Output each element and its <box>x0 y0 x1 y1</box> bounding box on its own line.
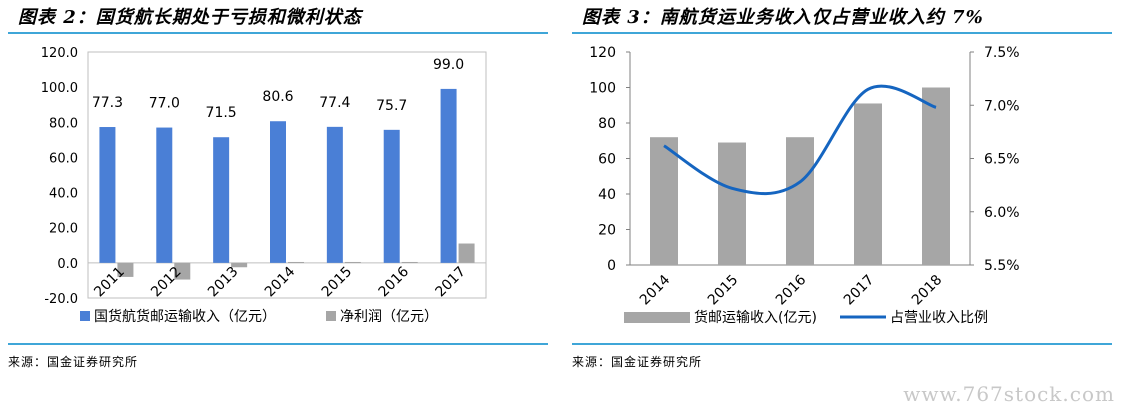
revenue-bar <box>213 137 230 263</box>
revenue-bar <box>270 121 286 263</box>
y-tick-label: 20.0 <box>49 222 78 237</box>
left-bar-chart: -20.0 0.0 20.0 40.0 60.0 80.0 100.0 120.0 77.3 20… <box>41 46 487 325</box>
right-y-tick-label: 7.5% <box>984 45 1020 61</box>
left-y-tick-label: 100 <box>589 81 616 97</box>
net-profit-bar <box>288 261 304 263</box>
legend-share-label: 占营业收入比例 <box>890 310 988 326</box>
x-tick-label: 2016 <box>773 272 810 309</box>
revenue-data-label: 77.0 <box>149 96 180 112</box>
revenue-data-label: 75.7 <box>376 98 407 114</box>
legend-revenue-label: 货邮运输收入(亿元) <box>694 309 817 326</box>
y-tick-label: 0.0 <box>57 257 78 272</box>
y-tick-label: 80.0 <box>49 116 78 131</box>
net-profit-bar <box>401 261 418 263</box>
x-tick-label: 2014 <box>262 264 299 301</box>
y-tick-label: 100.0 <box>41 81 78 96</box>
x-tick-label: 2017 <box>841 272 878 309</box>
left-chart-panel: 图表 2：国货航长期处于亏损和微利状态 -20.0 0.0 20.0 40.0 60.0… <box>8 0 548 375</box>
right-combo-chart: 0 20 40 60 80 100 120 5.5% 6.0% 6.5% 7.0% 7.5% 2014 2… <box>589 45 1020 326</box>
left-y-tick-label: 120 <box>589 45 616 61</box>
legend-revenue-label: 国货航货邮运输收入（亿元） <box>94 308 276 325</box>
left-source-note: 来源：国金证券研究所 <box>8 355 139 369</box>
left-top-rule <box>8 32 548 34</box>
right-top-rule <box>572 32 1112 34</box>
revenue-data-label: 99.0 <box>433 57 464 73</box>
revenue-bar <box>922 87 950 265</box>
revenue-share-line <box>663 84 937 196</box>
revenue-data-label: 80.6 <box>262 89 293 105</box>
revenue-bar <box>718 142 746 265</box>
revenue-bar <box>383 129 400 263</box>
legend-net-profit-swatch <box>326 311 336 321</box>
right-chart-panel: 图表 3：南航货运业务收入仅占营业收入约 7% 0 20 40 60 80 100 120 5… <box>572 0 1112 375</box>
net-profit-bar <box>231 262 248 268</box>
left-bottom-rule <box>8 343 548 345</box>
x-tick-label: 2015 <box>705 272 742 309</box>
revenue-bar <box>326 126 343 263</box>
right-chart-title: 图表 3：南航货运业务收入仅占营业收入约 7% <box>582 7 984 28</box>
plot-frame <box>87 51 487 299</box>
revenue-bar <box>854 103 882 265</box>
left-chart-title: 图表 2：国货航长期处于亏损和微利状态 <box>18 7 362 28</box>
x-tick-label: 2015 <box>319 264 356 301</box>
legend-revenue-swatch <box>624 312 690 323</box>
left-y-tick-label: 0 <box>607 258 616 274</box>
revenue-bar <box>99 127 116 263</box>
x-tick-label: 2013 <box>205 264 242 301</box>
y-tick-label: 40.0 <box>49 187 78 202</box>
revenue-bar <box>156 127 173 263</box>
revenue-bar <box>786 137 814 265</box>
y-tick-label: 60.0 <box>49 151 78 166</box>
revenue-data-label: 77.3 <box>92 95 123 111</box>
legend-revenue-swatch <box>80 311 90 321</box>
left-y-tick-label: 80 <box>598 116 616 132</box>
right-y-tick-label: 5.5% <box>984 258 1020 274</box>
right-y-tick-label: 6.0% <box>984 205 1020 221</box>
right-y-tick-label: 6.5% <box>984 152 1020 168</box>
net-profit-bar <box>117 262 134 277</box>
x-tick-label: 2018 <box>909 272 946 309</box>
y-tick-label: 120.0 <box>41 46 78 61</box>
revenue-bar <box>440 88 457 263</box>
x-tick-label: 2017 <box>432 264 469 301</box>
x-tick-label: 2016 <box>376 264 413 301</box>
right-source-note: 来源：国金证券研究所 <box>572 355 703 369</box>
net-profit-bar <box>458 243 475 263</box>
left-y-tick-label: 20 <box>598 223 616 239</box>
revenue-data-label: 77.4 <box>319 95 350 111</box>
x-tick-label: 2014 <box>637 272 674 309</box>
net-profit-bar <box>344 261 361 263</box>
left-y-tick-label: 60 <box>598 152 616 168</box>
revenue-bar <box>650 137 678 265</box>
watermark: www.767stock.com <box>903 382 1115 406</box>
right-y-tick-label: 7.0% <box>984 98 1020 114</box>
legend-net-profit-label: 净利润（亿元） <box>340 309 438 325</box>
y-tick-label: -20.0 <box>44 292 78 307</box>
revenue-data-label: 71.5 <box>206 105 237 121</box>
left-y-tick-label: 40 <box>598 187 616 203</box>
right-bottom-rule <box>572 343 1112 345</box>
net-profit-bar <box>174 262 191 280</box>
